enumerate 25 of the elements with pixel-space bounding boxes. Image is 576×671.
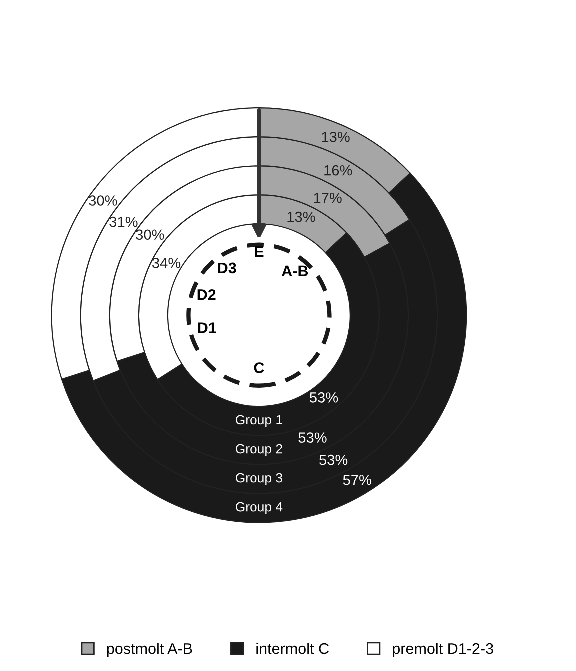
- data-label: 30%: [136, 230, 164, 240]
- data-label: 17%: [314, 193, 342, 204]
- text: A-B: [282, 266, 308, 276]
- data-label: 34%: [152, 258, 181, 268]
- text: D3: [218, 262, 236, 274]
- text: D2: [198, 290, 216, 300]
- text: D1: [198, 322, 216, 334]
- legend-label: premolt D1-2-3: [393, 643, 494, 658]
- legend-label: postmolt A-B: [107, 643, 192, 658]
- slice-label: Group 2: [236, 444, 282, 456]
- text: C: [254, 362, 264, 374]
- slice-label: Group 1: [236, 415, 282, 428]
- text: E: [255, 246, 264, 258]
- data-label: 53%: [320, 454, 348, 466]
- data-label: 57%: [343, 475, 372, 486]
- data-label: 53%: [310, 392, 338, 403]
- slice-label: Group 4: [236, 502, 283, 514]
- data-label: 13%: [322, 132, 350, 142]
- data-label: 16%: [324, 165, 352, 176]
- legend-label: intermolt C: [256, 643, 329, 654]
- data-label: 53%: [298, 432, 327, 443]
- data-label: 30%: [89, 196, 118, 206]
- data-label: 13%: [288, 212, 316, 222]
- slice-label: Group 3: [236, 473, 282, 486]
- data-label: 31%: [110, 216, 138, 228]
